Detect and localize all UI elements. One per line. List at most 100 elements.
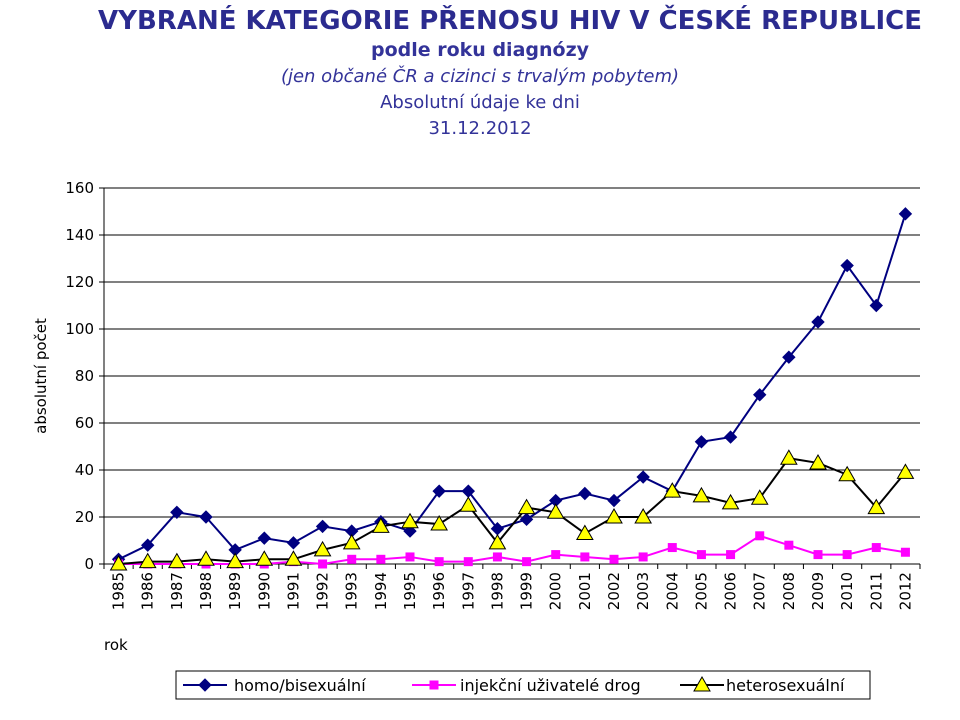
chart-note: (jen občané ČR a cizinci s trvalým pobyt…	[280, 66, 680, 87]
x-tick-label: 1985	[110, 572, 128, 610]
data-point	[696, 550, 706, 560]
data-point	[609, 554, 619, 564]
legend-label: heterosexuální	[726, 676, 845, 695]
chart-date: 31.12.2012	[428, 118, 532, 139]
data-point	[809, 453, 827, 470]
data-point	[723, 430, 738, 444]
series-1	[111, 207, 913, 567]
data-point	[896, 463, 915, 479]
data-point	[900, 547, 910, 557]
x-tick-label: 2005	[692, 572, 710, 610]
chart-subtitle: podle roku diagnózy	[370, 39, 590, 61]
data-point	[519, 512, 534, 527]
legend-marker	[429, 680, 439, 690]
x-tick-label: 2004	[663, 572, 681, 610]
data-point	[782, 350, 796, 364]
data-point	[638, 552, 648, 562]
data-point	[784, 540, 794, 550]
legend-marker	[198, 678, 212, 692]
y-tick-label: 120	[65, 273, 94, 291]
x-tick-label: 1998	[488, 572, 506, 610]
y-tick-label: 140	[65, 226, 94, 244]
data-point	[492, 552, 502, 562]
y-tick-label: 60	[75, 414, 94, 432]
legend-entry: heterosexuální	[680, 675, 845, 695]
legend-marker	[693, 675, 711, 692]
data-point	[197, 550, 215, 566]
y-tick-label: 80	[75, 367, 94, 385]
data-point	[578, 486, 592, 501]
data-point	[313, 540, 332, 557]
data-point	[636, 470, 650, 484]
data-point	[580, 552, 590, 562]
legend-label: injekční uživatelé drog	[460, 676, 641, 695]
x-tick-label: 1990	[255, 572, 273, 610]
series-line	[118, 457, 907, 565]
data-point	[898, 207, 913, 221]
x-tick-label: 1994	[372, 572, 390, 610]
x-tick-label: 2006	[722, 572, 740, 610]
data-point	[517, 498, 536, 515]
series-group	[109, 207, 915, 571]
x-tick-label: 2011	[867, 572, 885, 610]
x-tick-label: 2000	[547, 572, 565, 610]
y-axis-label: absolutní počet	[32, 318, 50, 434]
data-point	[869, 298, 883, 313]
data-point	[315, 519, 330, 534]
x-tick-label: 2001	[576, 572, 594, 610]
data-point	[342, 533, 361, 550]
legend-label: homo/bisexuální	[234, 676, 366, 695]
data-point	[376, 554, 386, 564]
data-point	[432, 484, 446, 498]
x-tick-label: 1988	[197, 572, 215, 610]
x-tick-label: 1996	[430, 572, 448, 610]
x-tick-label: 2003	[634, 572, 652, 610]
x-tick-label: 1995	[401, 572, 419, 610]
legend: homo/bisexuální injekční uživatelé drog he…	[175, 670, 871, 700]
x-tick-label: 1999	[518, 572, 536, 610]
data-point	[286, 536, 301, 550]
data-point	[199, 510, 213, 524]
legend-entry: homo/bisexuální	[183, 676, 366, 695]
data-point	[430, 515, 449, 531]
x-tick-label: 1989	[226, 572, 244, 610]
data-point	[755, 531, 765, 541]
series-3	[109, 449, 915, 571]
data-point	[867, 498, 886, 515]
x-tick-label: 1993	[343, 572, 361, 610]
data-point	[463, 557, 473, 567]
data-point	[255, 550, 274, 566]
data-point	[721, 493, 740, 510]
y-axis-ticks: 0 20 40 60 80 100 120 140 160	[65, 179, 104, 573]
x-tick-label: 1987	[168, 572, 186, 610]
chart-title: VYBRANÉ KATEGORIE PŘENOSU HIV V ČESKÉ RE…	[98, 6, 922, 36]
series-line	[118, 213, 907, 561]
data-point	[634, 507, 653, 524]
data-point	[840, 258, 854, 273]
data-point	[488, 533, 507, 550]
data-point	[401, 512, 419, 529]
data-point	[871, 543, 881, 553]
data-point	[811, 315, 825, 329]
data-point	[605, 507, 623, 524]
data-point	[257, 531, 271, 545]
chart-data-type: Absolutní údaje ke dni	[380, 92, 580, 113]
data-point	[170, 505, 184, 520]
data-point	[434, 557, 444, 567]
data-point	[405, 552, 415, 562]
y-tick-label: 160	[65, 179, 94, 197]
x-tick-label: 2010	[838, 572, 856, 610]
x-tick-label: 2007	[751, 572, 769, 610]
x-tick-label: 1997	[459, 572, 477, 610]
x-axis-ticks: 1985 1986 1987 1988 1989 1990 1991 1992 1993 1994…	[103, 564, 921, 610]
data-point	[551, 550, 561, 560]
data-point	[109, 554, 128, 571]
x-tick-label: 1991	[284, 572, 302, 610]
data-point	[167, 552, 186, 569]
data-point	[694, 435, 709, 449]
y-tick-label: 100	[65, 320, 94, 338]
data-point	[838, 465, 857, 482]
data-point	[692, 486, 711, 503]
x-tick-label: 1986	[139, 572, 157, 610]
